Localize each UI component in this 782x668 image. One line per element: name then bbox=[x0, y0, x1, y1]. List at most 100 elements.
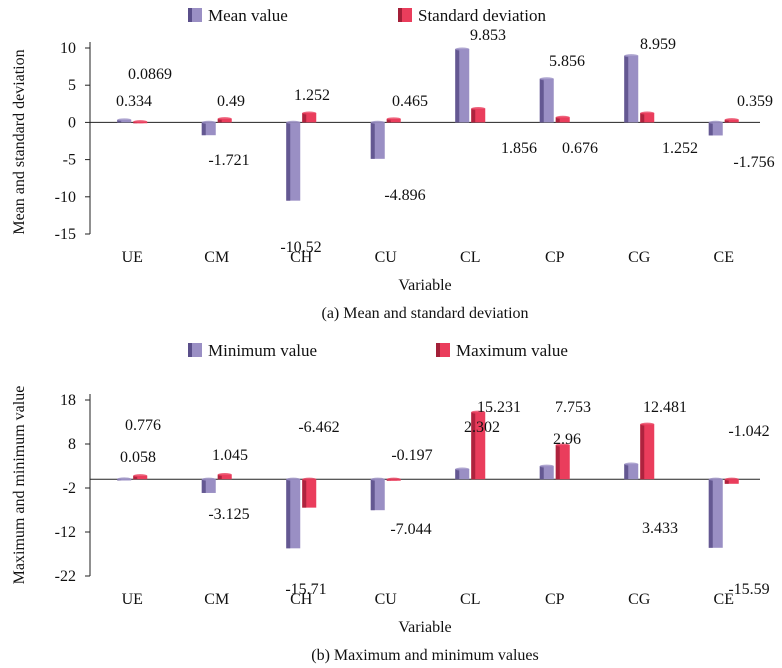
chart2-y-tick-label: -12 bbox=[55, 524, 76, 541]
chart2-legend-label: Minimum value bbox=[208, 341, 317, 360]
chart2-x-tick-label: CM bbox=[204, 591, 229, 608]
chart1-y-tick-label: -10 bbox=[55, 189, 76, 206]
chart1-legend-swatch bbox=[192, 8, 202, 22]
bar-face bbox=[217, 474, 232, 480]
chart2-x-tick-label: CE bbox=[714, 591, 734, 608]
bar-top bbox=[286, 477, 301, 481]
chart2-y-tick-label: 18 bbox=[60, 392, 76, 409]
chart1-data-label: 0.49 bbox=[217, 93, 245, 110]
chart1-y-tick-label: 5 bbox=[68, 77, 76, 94]
chart1-bar-s2-ce bbox=[724, 118, 739, 123]
chart2-legend-swatch-shade bbox=[188, 343, 192, 357]
bar-top bbox=[117, 118, 132, 122]
chart1-y-tick-label: 10 bbox=[60, 40, 76, 57]
bar-top bbox=[624, 462, 639, 466]
chart2-x-tick-label: CL bbox=[460, 591, 480, 608]
chart1-legend-swatch-shade bbox=[398, 8, 402, 22]
chart1-x-tick-label: CM bbox=[204, 249, 229, 266]
chart1: 10 5 0 -5 -10 -15 Mean and standard deviation M… bbox=[11, 6, 775, 322]
chart1-bar-s1-ch bbox=[286, 120, 301, 201]
bar-face bbox=[217, 118, 232, 123]
chart1-data-label: 1.252 bbox=[294, 87, 330, 104]
chart1-bar-s2-ue bbox=[133, 120, 148, 124]
chart2-bar-s2-cu bbox=[386, 477, 401, 481]
bar-shade bbox=[708, 479, 713, 548]
chart1-bar-s1-cp bbox=[539, 77, 554, 123]
chart1-data-label: -4.896 bbox=[384, 187, 425, 204]
bar-top bbox=[539, 77, 554, 81]
chart1-bar-s1-cm bbox=[201, 120, 216, 136]
chart2-data-label: 15.231 bbox=[477, 399, 521, 416]
chart1-bar-s1-cu bbox=[370, 120, 385, 159]
bar-shade bbox=[640, 424, 645, 480]
chart2-y-axis-title: Maximum and minimum value bbox=[11, 386, 28, 585]
chart1-y-tick-label: 0 bbox=[68, 114, 76, 131]
bar-top bbox=[455, 47, 470, 51]
chart2-bar-s1-cl bbox=[455, 467, 470, 480]
bar-face bbox=[724, 479, 739, 484]
bar-top bbox=[471, 106, 486, 111]
bar-shade bbox=[302, 113, 307, 123]
bar-shade bbox=[386, 118, 391, 123]
chart1-bar-s2-cl bbox=[471, 106, 486, 123]
chart2-data-label: 2.302 bbox=[464, 419, 500, 436]
chart1-x-tick-label: CL bbox=[460, 249, 480, 266]
chart1-caption: (a) Mean and standard deviation bbox=[321, 305, 528, 322]
chart2-bar-s1-ch bbox=[286, 477, 301, 549]
bar-shade bbox=[455, 469, 460, 480]
chart1-bar-s2-ch bbox=[302, 111, 317, 123]
bar-top bbox=[708, 120, 723, 124]
chart1-data-label: 1.252 bbox=[662, 140, 698, 157]
bar-face bbox=[640, 113, 655, 123]
chart2-bar-s2-ce bbox=[724, 477, 739, 484]
chart2-bar-s2-ue bbox=[133, 474, 148, 480]
chart2-x-tick-label: CG bbox=[628, 591, 651, 608]
chart2-x-tick-label: CH bbox=[290, 591, 313, 608]
chart2-x-axis-title: Variable bbox=[398, 619, 451, 636]
bar-face bbox=[555, 117, 570, 123]
chart1-x-tick-label: UE bbox=[122, 249, 143, 266]
chart1-data-label: 0.334 bbox=[116, 93, 152, 110]
chart2-caption: (b) Maximum and minimum values bbox=[311, 647, 539, 664]
bar-top bbox=[370, 477, 385, 481]
chart2-data-label: 7.753 bbox=[555, 399, 591, 416]
bar-shade bbox=[286, 122, 291, 201]
bar-shade bbox=[455, 49, 460, 123]
chart2-data-label: 0.776 bbox=[125, 417, 161, 434]
bar-top bbox=[539, 464, 554, 468]
chart2-bar-s1-cu bbox=[370, 477, 385, 511]
chart2-bar-s1-cm bbox=[201, 477, 216, 493]
chart2-x-tick-label: UE bbox=[122, 591, 143, 608]
bar-top bbox=[302, 111, 317, 115]
chart1-data-label: 0.359 bbox=[737, 93, 773, 110]
bar-shade bbox=[133, 475, 138, 480]
chart2-legend-swatch bbox=[440, 343, 450, 357]
bar-shade bbox=[117, 119, 122, 123]
chart1-legend-swatch-shade bbox=[188, 8, 192, 22]
bar-shade bbox=[539, 466, 544, 480]
bar-shade bbox=[201, 122, 206, 136]
chart1-data-label: 1.856 bbox=[501, 140, 537, 157]
chart1-bar-s2-cg bbox=[640, 111, 655, 123]
chart2-bar-s2-ch bbox=[302, 477, 317, 508]
chart2-data-label: 0.058 bbox=[120, 449, 156, 466]
bar-top bbox=[640, 111, 655, 115]
bar-shade bbox=[539, 78, 544, 123]
bar-top bbox=[555, 115, 570, 119]
chart1-bar-s1-ue bbox=[117, 118, 132, 123]
bar-top bbox=[201, 477, 216, 481]
bar-top bbox=[133, 474, 148, 478]
chart2-data-label: -6.462 bbox=[298, 419, 339, 436]
chart1-legend-label: Standard deviation bbox=[418, 6, 546, 25]
chart1-data-label: 0.0869 bbox=[128, 66, 172, 83]
chart2-legend-swatch-shade bbox=[436, 343, 440, 357]
bar-top bbox=[370, 120, 385, 124]
chart2-data-label: -1.042 bbox=[728, 423, 769, 440]
chart1-legend-label: Mean value bbox=[208, 6, 288, 25]
bar-top bbox=[386, 117, 401, 121]
chart2-data-label: 3.433 bbox=[642, 520, 678, 537]
chart2-bar-s2-cp bbox=[555, 443, 570, 480]
bar-top bbox=[708, 477, 723, 481]
bar-shade bbox=[624, 464, 629, 480]
bar-shade bbox=[471, 412, 476, 480]
